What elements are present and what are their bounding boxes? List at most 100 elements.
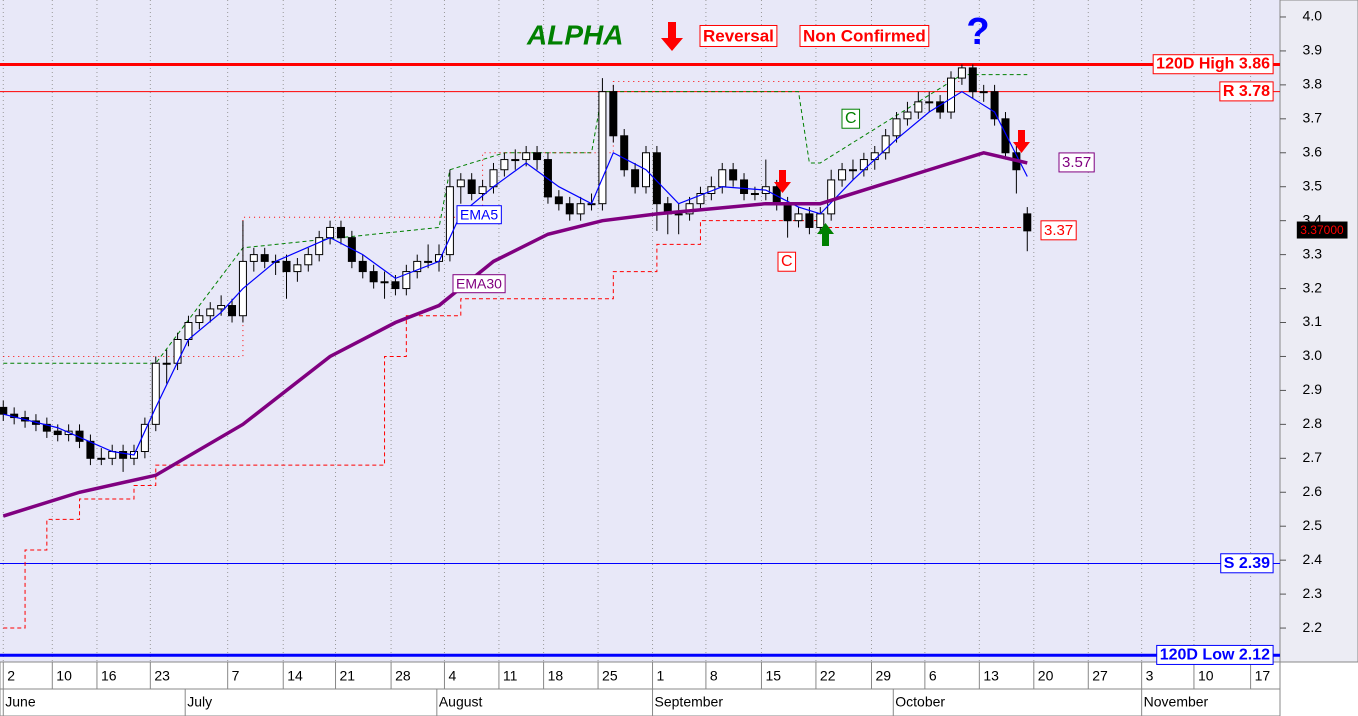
candle-body (119, 451, 128, 459)
x-tick-label: 8 (710, 668, 718, 684)
down-arrow (661, 22, 683, 51)
x-tick-label: 25 (602, 668, 618, 684)
level-label: 120D High 3.86 (1156, 56, 1270, 73)
candle-body (838, 169, 847, 181)
down-arrow (1013, 130, 1030, 153)
candle-body (391, 281, 400, 290)
candle-body (554, 196, 563, 205)
candle-body (217, 305, 226, 310)
candle-body (478, 186, 487, 195)
x-tick-label: 16 (101, 668, 117, 684)
y-tick-label: 2.8 (1303, 415, 1323, 431)
month-label: November (1144, 694, 1209, 710)
y-tick-label: 3.2 (1303, 279, 1323, 295)
label-box (777, 251, 797, 272)
y-axis-area (1279, 0, 1358, 663)
chart-title: ALPHA (526, 19, 623, 50)
x-tick-label: 27 (1092, 668, 1108, 684)
candle-body (522, 152, 531, 161)
candle-body (86, 440, 95, 459)
candle-body (718, 169, 727, 188)
up-arrow (817, 223, 834, 246)
signal-mark: C (781, 253, 793, 270)
value-tag: 3.57 (1062, 154, 1091, 171)
x-tick-label: 23 (154, 668, 170, 684)
x-tick-label: 3 (1146, 668, 1154, 684)
candle-body (402, 271, 411, 290)
level-label: 120D Low 2.12 (1160, 646, 1270, 663)
x-tick-label: 1 (657, 668, 665, 684)
candle-body (380, 281, 389, 284)
label-box (1152, 54, 1274, 75)
candle-body (576, 203, 585, 215)
month-label: September (655, 694, 724, 710)
y-tick-label: 4.0 (1303, 8, 1323, 24)
candle-body (925, 101, 934, 104)
month-label: June (5, 694, 36, 710)
y-tick-label: 2.3 (1303, 585, 1323, 601)
candle-body (326, 226, 335, 239)
candle-body (315, 237, 324, 256)
candle-body (489, 169, 498, 188)
candle-body (467, 179, 476, 195)
candle-body (195, 315, 204, 324)
candle-body (957, 67, 966, 79)
candle-body (336, 226, 345, 239)
y-tick-label: 3.9 (1303, 42, 1323, 58)
candle-body (282, 260, 291, 273)
candle-body (97, 457, 106, 460)
indicator-line (2, 150, 1028, 518)
indicator-line (3, 90, 1028, 456)
candle-body (293, 264, 302, 273)
candle-body (249, 254, 258, 262)
candle-body (1023, 213, 1032, 232)
y-tick-label: 3.7 (1303, 110, 1323, 126)
candle-body (162, 362, 171, 365)
candle-body (533, 152, 542, 161)
level-label: R 3.78 (1223, 83, 1270, 100)
label-box (1220, 553, 1274, 574)
candle-body (511, 159, 520, 162)
candle-body (805, 213, 814, 228)
x-tick-label: 10 (1198, 668, 1214, 684)
x-tick-label: 18 (548, 668, 564, 684)
level-label: S 2.39 (1224, 555, 1270, 572)
down-arrow (774, 170, 791, 193)
y-tick-label: 3.8 (1303, 76, 1323, 92)
x-tick-label: 11 (503, 668, 518, 684)
label-box (456, 205, 502, 225)
plot-area (0, 0, 1280, 662)
y-tick-label: 2.6 (1303, 483, 1323, 499)
candle-body (947, 77, 956, 113)
candle-body (565, 203, 574, 215)
question-mark: ? (966, 11, 989, 53)
candle-body (304, 254, 313, 266)
candle-body (750, 193, 759, 196)
candle-body (870, 152, 879, 161)
candle-body (358, 260, 367, 273)
candle-body (42, 423, 51, 432)
candle-body (413, 260, 422, 273)
candle-body (228, 305, 237, 317)
candle-body (881, 135, 890, 154)
candle-body (631, 169, 640, 188)
label-box (699, 24, 778, 47)
stop-line (3, 80, 962, 357)
candle-body (445, 186, 454, 256)
candle-body (0, 406, 8, 415)
candle-body (674, 213, 683, 216)
candle-body (151, 362, 160, 425)
label-box (1058, 152, 1095, 173)
y-tick-label: 3.0 (1303, 347, 1323, 363)
line-label: EMA30 (456, 276, 502, 292)
candle-body (369, 271, 378, 283)
y-tick-label: 3.3 (1303, 245, 1323, 261)
candle-body (206, 308, 215, 317)
value-tag: 3.37 (1044, 222, 1073, 239)
candle-body (140, 423, 149, 453)
label-box (1040, 220, 1077, 241)
label-box (799, 24, 930, 47)
x-tick-label: 29 (875, 668, 891, 684)
status-label: Non Confirmed (803, 26, 926, 45)
candle-body (979, 91, 988, 94)
